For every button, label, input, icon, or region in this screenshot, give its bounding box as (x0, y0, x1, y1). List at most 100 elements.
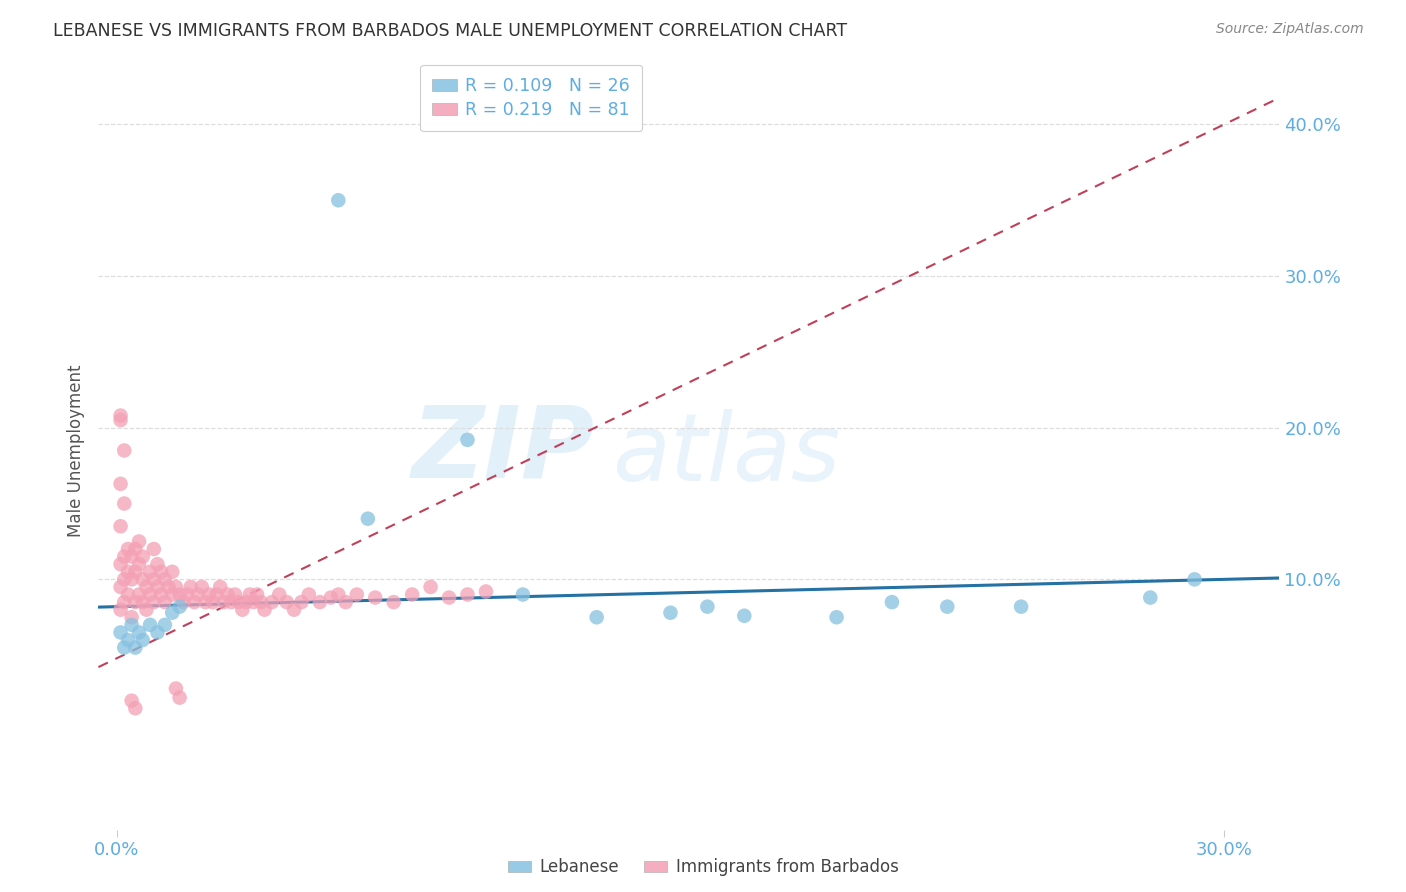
Point (585, 610, 607, 624)
Point (191, 580, 214, 594)
Point (696, 599, 718, 614)
Point (659, 606, 682, 620)
Point (457, 433, 479, 447)
Point (176, 588, 198, 602)
Point (1184, 573, 1206, 587)
Point (153, 573, 176, 587)
Point (217, 588, 239, 602)
Point (169, 599, 191, 614)
Point (335, 595, 357, 609)
Point (110, 603, 132, 617)
Point (224, 588, 246, 602)
Point (124, 640, 146, 655)
Point (139, 617, 162, 632)
Point (132, 595, 155, 609)
Point (309, 595, 332, 609)
Point (139, 565, 162, 579)
Point (169, 588, 191, 602)
Point (512, 588, 534, 602)
Point (128, 588, 150, 602)
Point (110, 557, 132, 572)
Point (165, 681, 187, 696)
Point (112, 496, 135, 510)
Point (319, 591, 342, 605)
Point (457, 588, 479, 602)
Point (132, 573, 155, 587)
Legend: Lebanese, Immigrants from Barbados: Lebanese, Immigrants from Barbados (501, 852, 905, 883)
Point (128, 625, 150, 640)
Point (187, 588, 209, 602)
Point (194, 595, 217, 609)
Point (328, 194, 350, 208)
Point (162, 588, 183, 602)
Point (401, 588, 423, 602)
Point (212, 595, 235, 609)
Point (162, 565, 183, 579)
Point (276, 595, 298, 609)
Point (205, 588, 228, 602)
Point (357, 511, 380, 525)
Point (146, 557, 169, 572)
Point (165, 580, 187, 594)
Point (124, 701, 146, 715)
Point (239, 588, 262, 602)
Point (253, 603, 276, 617)
Point (221, 595, 243, 609)
Point (117, 633, 139, 648)
Point (121, 694, 143, 708)
Point (117, 541, 139, 557)
Point (121, 617, 143, 632)
Point (142, 573, 165, 587)
Point (328, 588, 350, 602)
Legend: R = 0.109   N = 26, R = 0.219   N = 81: R = 0.109 N = 26, R = 0.219 N = 81 (420, 65, 643, 131)
Point (110, 476, 132, 491)
Point (183, 595, 205, 609)
Text: ZIP: ZIP (412, 402, 595, 499)
Point (198, 588, 221, 602)
Point (153, 617, 176, 632)
Text: atlas: atlas (612, 409, 841, 500)
Point (135, 603, 157, 617)
Y-axis label: Male Unemployment: Male Unemployment (66, 364, 84, 537)
Point (112, 640, 135, 655)
Point (146, 625, 169, 640)
Point (180, 580, 202, 594)
Point (121, 549, 143, 564)
Point (110, 580, 132, 594)
Point (150, 565, 173, 579)
Point (157, 580, 180, 594)
Point (132, 633, 155, 648)
Point (283, 603, 305, 617)
Point (201, 595, 224, 609)
Point (142, 595, 165, 609)
Point (382, 595, 405, 609)
Point (124, 541, 146, 557)
Point (346, 588, 368, 602)
Point (231, 603, 253, 617)
Point (1139, 591, 1161, 605)
Point (124, 565, 146, 579)
Point (153, 595, 176, 609)
Point (364, 591, 387, 605)
Point (128, 534, 150, 549)
Point (150, 588, 173, 602)
Point (825, 610, 848, 624)
Point (162, 606, 183, 620)
Point (110, 409, 132, 423)
Point (112, 549, 135, 564)
Point (172, 595, 194, 609)
Point (228, 595, 250, 609)
Point (128, 557, 150, 572)
Point (112, 573, 135, 587)
Point (419, 580, 441, 594)
Point (290, 595, 312, 609)
Point (298, 588, 321, 602)
Point (117, 565, 139, 579)
Point (1010, 599, 1032, 614)
Text: Source: ZipAtlas.com: Source: ZipAtlas.com (1216, 22, 1364, 37)
Point (936, 599, 959, 614)
Point (235, 595, 257, 609)
Point (142, 541, 165, 557)
Point (146, 580, 169, 594)
Text: LEBANESE VS IMMIGRANTS FROM BARBADOS MALE UNEMPLOYMENT CORRELATION CHART: LEBANESE VS IMMIGRANTS FROM BARBADOS MAL… (53, 22, 848, 40)
